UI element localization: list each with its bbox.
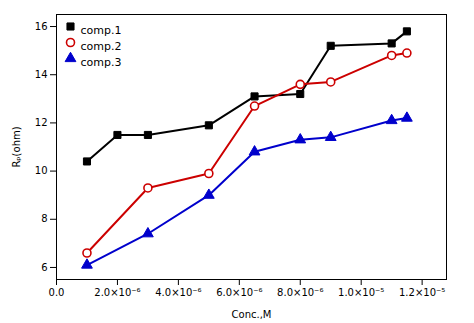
svg-text:14: 14: [35, 69, 48, 80]
svg-text:16: 16: [35, 21, 48, 32]
svg-text:6.0×10⁻⁶: 6.0×10⁻⁶: [216, 287, 262, 298]
svg-text:12: 12: [35, 117, 48, 128]
svg-text:6: 6: [41, 262, 47, 273]
svg-text:2.0×10⁻⁶: 2.0×10⁻⁶: [94, 287, 140, 298]
svg-text:Conc.,M: Conc.,M: [232, 309, 272, 320]
svg-text:1.0×10⁻⁵: 1.0×10⁻⁵: [338, 287, 384, 298]
svg-text:8.0×10⁻⁶: 8.0×10⁻⁶: [277, 287, 323, 298]
svg-text:4.0×10⁻⁶: 4.0×10⁻⁶: [155, 287, 201, 298]
svg-text:comp.2: comp.2: [81, 40, 122, 53]
svg-text:0.0: 0.0: [49, 287, 65, 298]
svg-text:8: 8: [41, 213, 47, 224]
svg-text:comp.3: comp.3: [81, 56, 122, 69]
svg-text:Rₚ(ohm): Rₚ(ohm): [11, 126, 22, 167]
svg-text:10: 10: [35, 165, 48, 176]
svg-text:1.2×10⁻⁵: 1.2×10⁻⁵: [399, 287, 445, 298]
svg-text:comp.1: comp.1: [81, 24, 122, 37]
